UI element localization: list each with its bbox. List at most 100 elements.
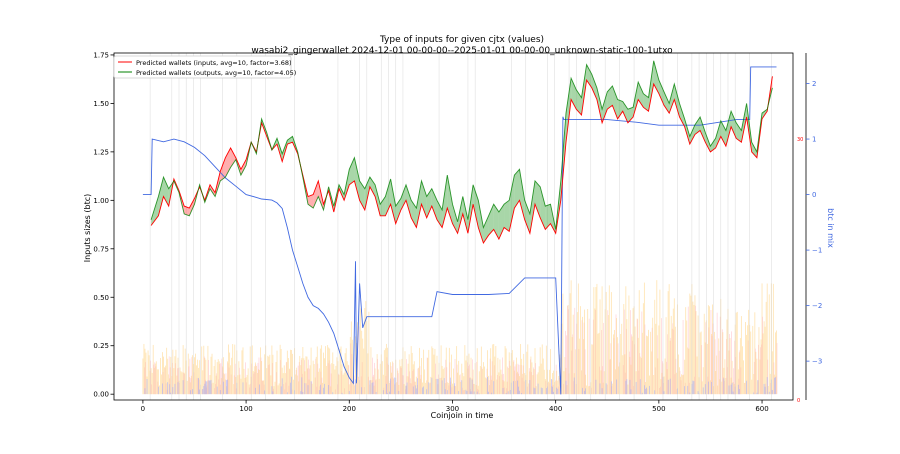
y-axis-right: −3 −2 −1 0 1 2	[805, 53, 822, 400]
difference-fill-segment	[524, 200, 530, 234]
y-tick-label: 0.75	[93, 245, 109, 253]
difference-fill-segment	[509, 175, 515, 232]
difference-fill-segment	[411, 200, 417, 228]
difference-fill-segment	[359, 180, 365, 211]
difference-fill-segment	[679, 103, 685, 127]
y-tick-label: 0.25	[93, 342, 109, 350]
difference-fill-segment	[483, 215, 489, 243]
difference-fill-segment	[478, 200, 484, 243]
difference-fill-segment	[467, 184, 474, 234]
y-tick-label: 1.50	[93, 100, 109, 108]
difference-fill-segment	[643, 93, 649, 112]
difference-fill-segment	[664, 91, 670, 114]
input-distribution-bars	[142, 280, 778, 395]
y2-tick-label: 2	[812, 80, 816, 88]
y-axis-label: Inputs sizes (btc)	[83, 194, 92, 263]
x-tick-label: 400	[549, 405, 562, 413]
difference-fill-segment	[529, 180, 536, 234]
y-tick-label: 1.75	[93, 51, 109, 59]
legend-box	[113, 55, 292, 79]
x-tick-label: 500	[652, 405, 665, 413]
difference-fill-segment	[720, 120, 726, 147]
difference-fill-segment	[622, 101, 628, 123]
right-marker-label: 30	[797, 137, 803, 143]
difference-fill-segment	[488, 204, 494, 236]
chart-subtitle: wasabi2_gingerwallet 2024-12-01 00-00-00…	[251, 46, 673, 56]
difference-fill-segment	[369, 177, 376, 197]
difference-fill-segment	[442, 175, 448, 228]
x-tick-label: 200	[343, 405, 356, 413]
difference-fill-segment	[354, 157, 360, 201]
difference-fill-segment	[519, 169, 525, 220]
difference-fill-segment	[602, 91, 608, 123]
right-marker-label: 0	[797, 398, 800, 404]
difference-fill-segment	[504, 200, 510, 232]
y2-tick-label: 0	[812, 191, 816, 199]
difference-fill-segment	[220, 157, 226, 181]
y-tick-label: 0.50	[93, 294, 109, 302]
difference-fill-segment	[617, 99, 623, 119]
difference-fill-segment	[184, 206, 190, 216]
difference-fill-segment	[705, 132, 711, 152]
difference-fill-segment	[209, 184, 216, 197]
difference-fill-segment	[158, 177, 164, 216]
chart-title: Type of inputs for given cjtx (values)	[379, 35, 544, 45]
series-lines	[142, 60, 777, 395]
difference-fill-segment	[540, 186, 546, 230]
difference-fill-segment	[545, 204, 551, 230]
difference-fill-segment	[426, 188, 432, 218]
difference-fill-segment	[189, 198, 195, 216]
difference-fill-segment	[565, 78, 572, 143]
y2-tick-label: −2	[812, 302, 822, 310]
difference-fill-segment	[689, 124, 695, 145]
y2-tick-label: −1	[812, 247, 822, 255]
difference-fill-segment	[313, 180, 319, 209]
x-axis-label: Coinjoin in time	[431, 411, 494, 420]
difference-fill-segment	[380, 196, 386, 216]
difference-fill-segment	[700, 116, 706, 143]
difference-fill-segment	[612, 85, 618, 119]
difference-fill-segment	[581, 64, 587, 116]
difference-fill-segment	[493, 204, 499, 240]
difference-fill-segment	[230, 147, 236, 168]
difference-fill-segment	[375, 184, 381, 216]
difference-fill-segment	[349, 157, 355, 185]
difference-fill-segment	[725, 111, 732, 147]
difference-fill-segment	[400, 184, 407, 211]
difference-fill-segment	[736, 122, 742, 143]
y-tick-label: 1.00	[93, 197, 109, 205]
difference-fill-segment	[627, 107, 634, 123]
difference-fill-segment	[240, 159, 247, 176]
btc-in-mix-line	[142, 66, 777, 395]
difference-fill-segment	[607, 85, 613, 110]
difference-fill-segment	[406, 184, 412, 218]
plot-frame	[113, 52, 794, 401]
y2-tick-label: 1	[812, 136, 816, 144]
difference-fill-segment	[390, 179, 396, 224]
difference-fill-segment	[694, 116, 701, 135]
difference-fill-segment	[648, 60, 654, 112]
difference-fill-segment	[658, 80, 665, 106]
difference-fill-segment	[674, 84, 680, 117]
difference-fill-segment	[421, 180, 427, 218]
difference-fill-segment	[715, 120, 721, 148]
y-tick-label: 1.25	[93, 148, 109, 156]
difference-fill-segment	[731, 111, 737, 139]
outputs-line	[150, 60, 773, 230]
y2-axis-label: btc in mix	[826, 208, 835, 248]
right-markers: 30 0	[797, 137, 803, 404]
difference-fill-segment	[452, 204, 458, 234]
difference-fill-segment	[514, 169, 520, 209]
difference-fill-segment	[436, 200, 443, 228]
x-tick-label: 600	[755, 405, 768, 413]
y-axis-left: 0.00 0.25 0.50 0.75 1.00 1.25 1.50 1.75	[93, 51, 114, 399]
difference-fill-segment	[741, 103, 747, 143]
difference-fill-segment	[751, 142, 757, 158]
legend-inputs-label: Predicted wallets (inputs, avg=10, facto…	[136, 59, 292, 67]
difference-fill-segment	[163, 177, 169, 207]
difference-fill-segment	[633, 82, 639, 117]
difference-fill-segment	[591, 74, 597, 100]
inputs-outputs-difference-fill	[151, 60, 773, 243]
